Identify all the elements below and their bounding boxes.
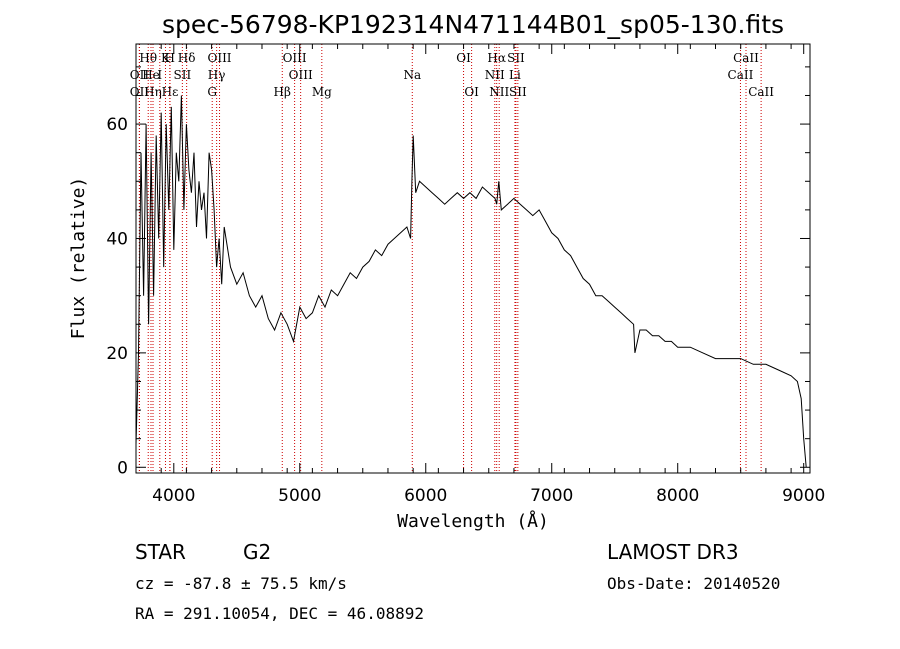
spectrum-series-line	[135, 95, 807, 468]
spectral-line-label: SII	[174, 68, 192, 82]
spectral-line-label: I	[157, 68, 162, 82]
chart-title: spec-56798-KP192314N471144B01_sp05-130.f…	[162, 10, 784, 39]
y-axis-label: Flux (relative)	[68, 177, 89, 340]
x-tick-label: 6000	[404, 486, 447, 506]
spectral-line-label: H	[165, 51, 175, 65]
spectral-line-label: CaII	[748, 85, 774, 99]
spectral-line-label: OIII	[283, 51, 307, 65]
y-tick-label: 20	[106, 344, 128, 364]
y-tick-label: 40	[106, 229, 128, 249]
x-tick-label: 7000	[530, 486, 573, 506]
spectral-line-label: OI	[456, 51, 471, 65]
spectral-line-label: SII	[509, 85, 527, 99]
spectral-line-label: He	[142, 68, 160, 82]
spectral-line-label: OIII	[289, 68, 313, 82]
spectral-line-label: CaII	[733, 51, 759, 65]
spectral-line-label: OI	[464, 85, 479, 99]
spectral-line-label: CaII	[728, 68, 754, 82]
coordinates-info: RA = 291.10054, DEC = 46.08892	[135, 604, 424, 623]
observation-date: Obs-Date: 20140520	[607, 574, 780, 593]
x-tick-label: 4000	[152, 486, 195, 506]
spectral-line-label: G	[207, 85, 217, 99]
spectral-line-label: Hγ	[208, 68, 226, 82]
spectral-line-label: Hδ	[178, 51, 196, 65]
survey-label: LAMOST DR3	[607, 540, 739, 564]
redshift-info: cz = -87.8 ± 75.5 km/s	[135, 574, 347, 593]
spectral-line-label: Hα	[487, 51, 506, 65]
y-axis-ticks: 0 20 40 60	[106, 66, 810, 478]
spectral-line-label: Hθ	[139, 51, 157, 65]
y-tick-label: 0	[117, 458, 128, 478]
spectral-line-label: Li	[509, 68, 521, 82]
x-tick-label: 8000	[656, 486, 699, 506]
x-tick-label: 5000	[278, 486, 321, 506]
spectral-line-label: OII	[130, 85, 150, 99]
spectral-line-label: K	[161, 51, 171, 65]
spectral-line-label: SII	[507, 51, 525, 65]
spectral-line-label: Na	[403, 68, 421, 82]
spectral-line-label: NII	[485, 68, 505, 82]
spectral-line-label: OIII	[207, 51, 231, 65]
y-tick-label: 60	[106, 115, 128, 135]
x-axis-ticks: 4000 5000 6000 7000 8000 9000	[135, 44, 825, 506]
spectral-line-label: Mg	[312, 85, 332, 99]
plot-frame	[135, 43, 811, 474]
x-axis-label: Wavelength (Å)	[397, 510, 549, 532]
x-tick-label: 9000	[782, 486, 825, 506]
object-subclass: G2	[243, 540, 271, 564]
spectral-line-label: Hη	[144, 85, 162, 99]
spectral-line-label: Hβ	[274, 85, 291, 99]
spectral-line-label: NII	[489, 85, 509, 99]
object-class: STAR	[135, 540, 186, 564]
